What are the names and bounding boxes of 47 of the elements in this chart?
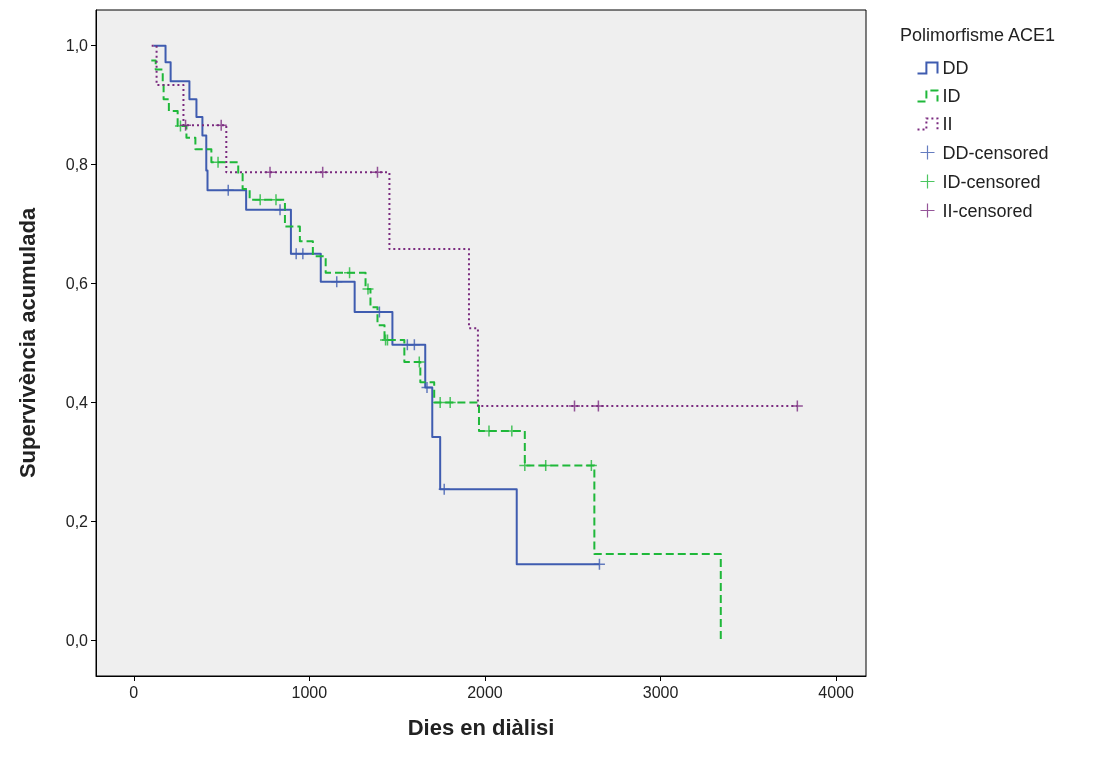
point — [437, 483, 451, 496]
point — [413, 355, 426, 369]
point — [221, 183, 235, 197]
x-tick-label: 0 — [129, 683, 139, 701]
point — [253, 193, 267, 206]
y-tick-label: 0,6 — [65, 275, 89, 293]
point — [263, 166, 277, 179]
legend-label: II-censored — [942, 200, 1033, 221]
point — [296, 247, 310, 261]
point — [211, 155, 225, 169]
x-tick-label: 2000 — [467, 683, 503, 701]
y-tick-label: 0,8 — [65, 156, 89, 174]
legend-label: DD — [942, 58, 969, 78]
y-tick-label: 0,4 — [65, 393, 89, 411]
y-tick-label: 0,0 — [65, 631, 89, 649]
x-axis-title: Dies en diàlisi — [407, 714, 555, 740]
point — [316, 166, 329, 179]
legend-title: Polimorfisme ACE1 — [900, 25, 1056, 45]
point — [420, 381, 434, 394]
point — [273, 203, 287, 217]
y-tick-label: 0,2 — [65, 512, 89, 530]
x-tick-label: 4000 — [818, 683, 855, 701]
point — [330, 275, 343, 288]
point — [791, 399, 804, 413]
point — [269, 193, 283, 206]
y-axis-title: Supervivència acumulada — [14, 207, 40, 479]
point — [408, 338, 421, 352]
x-tick-label: 1000 — [291, 683, 328, 701]
point — [361, 282, 375, 296]
legend-label: DD-censored — [942, 142, 1049, 163]
point — [343, 266, 356, 280]
point — [518, 459, 532, 472]
point — [179, 119, 192, 132]
point — [585, 459, 598, 472]
point — [371, 166, 384, 179]
point — [214, 119, 228, 132]
point — [568, 399, 581, 413]
legend-label: ID-censored — [942, 171, 1041, 192]
x-tick-label: 3000 — [642, 683, 679, 701]
point — [592, 399, 605, 413]
point — [443, 396, 457, 409]
legend-label: II — [942, 114, 953, 134]
legend-label: ID — [942, 86, 961, 106]
point — [539, 459, 552, 472]
y-tick-label: 1,0 — [65, 37, 89, 55]
point — [593, 557, 606, 571]
point — [433, 396, 447, 409]
